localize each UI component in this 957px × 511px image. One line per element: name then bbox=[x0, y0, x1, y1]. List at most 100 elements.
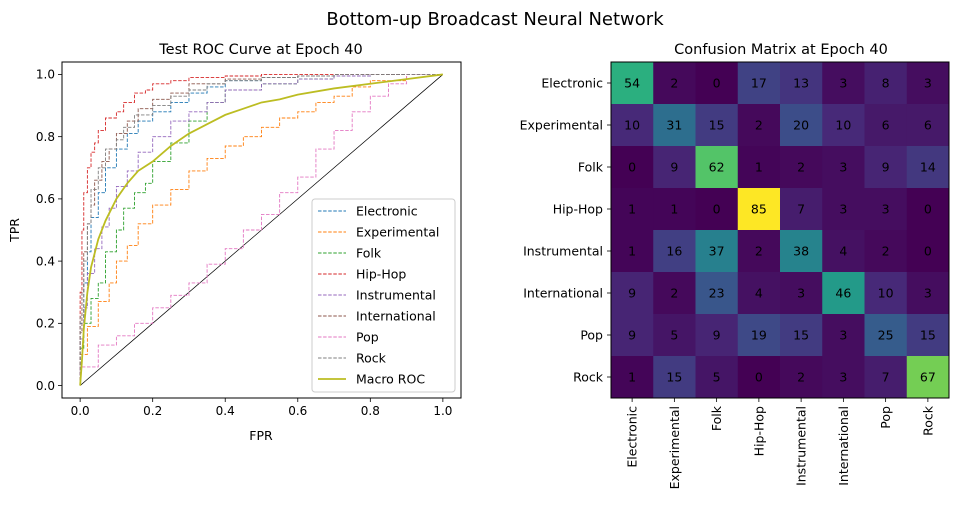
confusion-cell bbox=[653, 146, 696, 189]
confusion-cell bbox=[780, 104, 823, 147]
roc-legend-box bbox=[311, 198, 456, 393]
roc-y-tick-label: 0.6 bbox=[36, 192, 55, 206]
confusion-cell-value: 14 bbox=[920, 160, 936, 175]
confusion-cell-value: 1 bbox=[628, 202, 636, 217]
roc-x-tick-label: 0.2 bbox=[143, 404, 162, 418]
confusion-cell-value: 9 bbox=[882, 160, 890, 175]
confusion-row-label: Electronic bbox=[541, 76, 603, 91]
confusion-cell-value: 3 bbox=[924, 76, 932, 91]
confusion-cell bbox=[737, 188, 781, 231]
confusion-cell-value: 3 bbox=[924, 286, 932, 301]
confusion-cell-value: 4 bbox=[755, 286, 763, 301]
confusion-cell bbox=[611, 62, 654, 105]
confusion-cells: 54 2 0 17 13 3 8 310 31 15 2 20 10 6 60 9 62 1 2 3 9 141 1 0 85 7… bbox=[611, 62, 950, 399]
confusion-cell-value: 15 bbox=[709, 118, 725, 133]
confusion-row-label: Instrumental bbox=[523, 244, 603, 259]
confusion-cell-value: 54 bbox=[624, 76, 640, 91]
confusion-cell-value: 2 bbox=[797, 160, 805, 175]
confusion-cell bbox=[695, 356, 739, 399]
confusion-cell bbox=[780, 230, 823, 273]
confusion-cell-value: 1 bbox=[628, 370, 636, 385]
confusion-cell-value: 15 bbox=[920, 328, 936, 343]
confusion-cell bbox=[737, 314, 781, 357]
confusion-cell-value: 3 bbox=[839, 160, 847, 175]
confusion-row-label: Rock bbox=[573, 370, 604, 385]
confusion-cell bbox=[695, 104, 739, 147]
confusion-cell bbox=[822, 104, 865, 147]
confusion-cell-value: 1 bbox=[755, 160, 763, 175]
roc-y-tick-label: 0.2 bbox=[36, 317, 55, 331]
confusion-row-label: International bbox=[523, 286, 603, 301]
confusion-cell-value: 38 bbox=[793, 244, 809, 259]
confusion-cell bbox=[695, 272, 739, 315]
roc-series-line bbox=[79, 73, 443, 386]
roc-legend-label: Electronic bbox=[356, 204, 418, 219]
confusion-subplot: Confusion Matrix at Epoch 40 54 2 0 17 13 3 8 3… bbox=[520, 42, 950, 489]
roc-legend: Electronic Experimental Folk Hip-Hop Instrum… bbox=[311, 198, 456, 393]
confusion-cell bbox=[906, 146, 950, 189]
confusion-cell bbox=[653, 314, 696, 357]
confusion-cell bbox=[864, 146, 908, 189]
confusion-cell bbox=[780, 146, 823, 189]
confusion-cell bbox=[695, 314, 739, 357]
confusion-cell bbox=[864, 188, 908, 231]
confusion-cell-value: 15 bbox=[793, 328, 809, 343]
confusion-cell bbox=[653, 188, 696, 231]
roc-legend-label: Folk bbox=[356, 246, 382, 261]
confusion-cell-value: 62 bbox=[709, 160, 725, 175]
confusion-cell bbox=[906, 104, 950, 147]
confusion-cell-value: 10 bbox=[624, 118, 640, 133]
confusion-cell bbox=[780, 62, 823, 105]
confusion-cell-value: 67 bbox=[920, 370, 936, 385]
confusion-cell-value: 2 bbox=[882, 244, 890, 259]
confusion-cell bbox=[906, 230, 950, 273]
confusion-cell bbox=[737, 104, 781, 147]
confusion-cell-value: 15 bbox=[666, 370, 682, 385]
confusion-cell bbox=[737, 146, 781, 189]
confusion-cell bbox=[822, 356, 865, 399]
confusion-cell bbox=[737, 356, 781, 399]
confusion-cell-value: 6 bbox=[882, 118, 890, 133]
confusion-cell-value: 17 bbox=[751, 76, 767, 91]
confusion-cell-value: 0 bbox=[924, 202, 932, 217]
confusion-cell bbox=[653, 356, 696, 399]
roc-y-tick-label: 0.4 bbox=[36, 254, 55, 268]
confusion-cell-value: 85 bbox=[751, 202, 767, 217]
confusion-cell bbox=[822, 188, 865, 231]
confusion-cell-value: 3 bbox=[797, 286, 805, 301]
confusion-cell bbox=[695, 146, 739, 189]
roc-x-tick-label: 0.4 bbox=[216, 404, 235, 418]
confusion-cell bbox=[822, 230, 865, 273]
confusion-cell bbox=[822, 272, 865, 315]
confusion-cell bbox=[737, 230, 781, 273]
confusion-cell-value: 0 bbox=[628, 160, 636, 175]
confusion-row-label: Hip-Hop bbox=[553, 202, 603, 217]
confusion-cell bbox=[695, 230, 739, 273]
confusion-cell bbox=[653, 104, 696, 147]
confusion-cell bbox=[611, 230, 654, 273]
confusion-cell bbox=[611, 356, 654, 399]
confusion-cell bbox=[906, 356, 950, 399]
confusion-col-label: Hip-Hop bbox=[751, 406, 766, 456]
roc-legend-label: Pop bbox=[356, 330, 379, 345]
confusion-cell-value: 37 bbox=[709, 244, 725, 259]
confusion-cell-value: 1 bbox=[670, 202, 678, 217]
confusion-cell-value: 9 bbox=[713, 328, 721, 343]
confusion-col-label: International bbox=[836, 406, 851, 486]
confusion-cell bbox=[611, 104, 654, 147]
roc-y-tick-label: 1.0 bbox=[36, 68, 55, 82]
roc-y-tick-label: 0.8 bbox=[36, 130, 55, 144]
confusion-cell-value: 25 bbox=[878, 328, 894, 343]
roc-x-tick-label: 0.0 bbox=[71, 404, 90, 418]
confusion-cell bbox=[653, 230, 696, 273]
confusion-cell bbox=[653, 62, 696, 105]
confusion-col-label: Instrumental bbox=[794, 406, 809, 486]
confusion-cell-value: 2 bbox=[670, 286, 678, 301]
roc-legend-label: Instrumental bbox=[356, 288, 436, 303]
confusion-cell bbox=[864, 62, 908, 105]
confusion-row-label: Pop bbox=[580, 328, 603, 343]
confusion-cell-value: 19 bbox=[751, 328, 767, 343]
roc-series-line bbox=[79, 73, 443, 386]
confusion-cell bbox=[780, 314, 823, 357]
confusion-cell bbox=[906, 314, 950, 357]
